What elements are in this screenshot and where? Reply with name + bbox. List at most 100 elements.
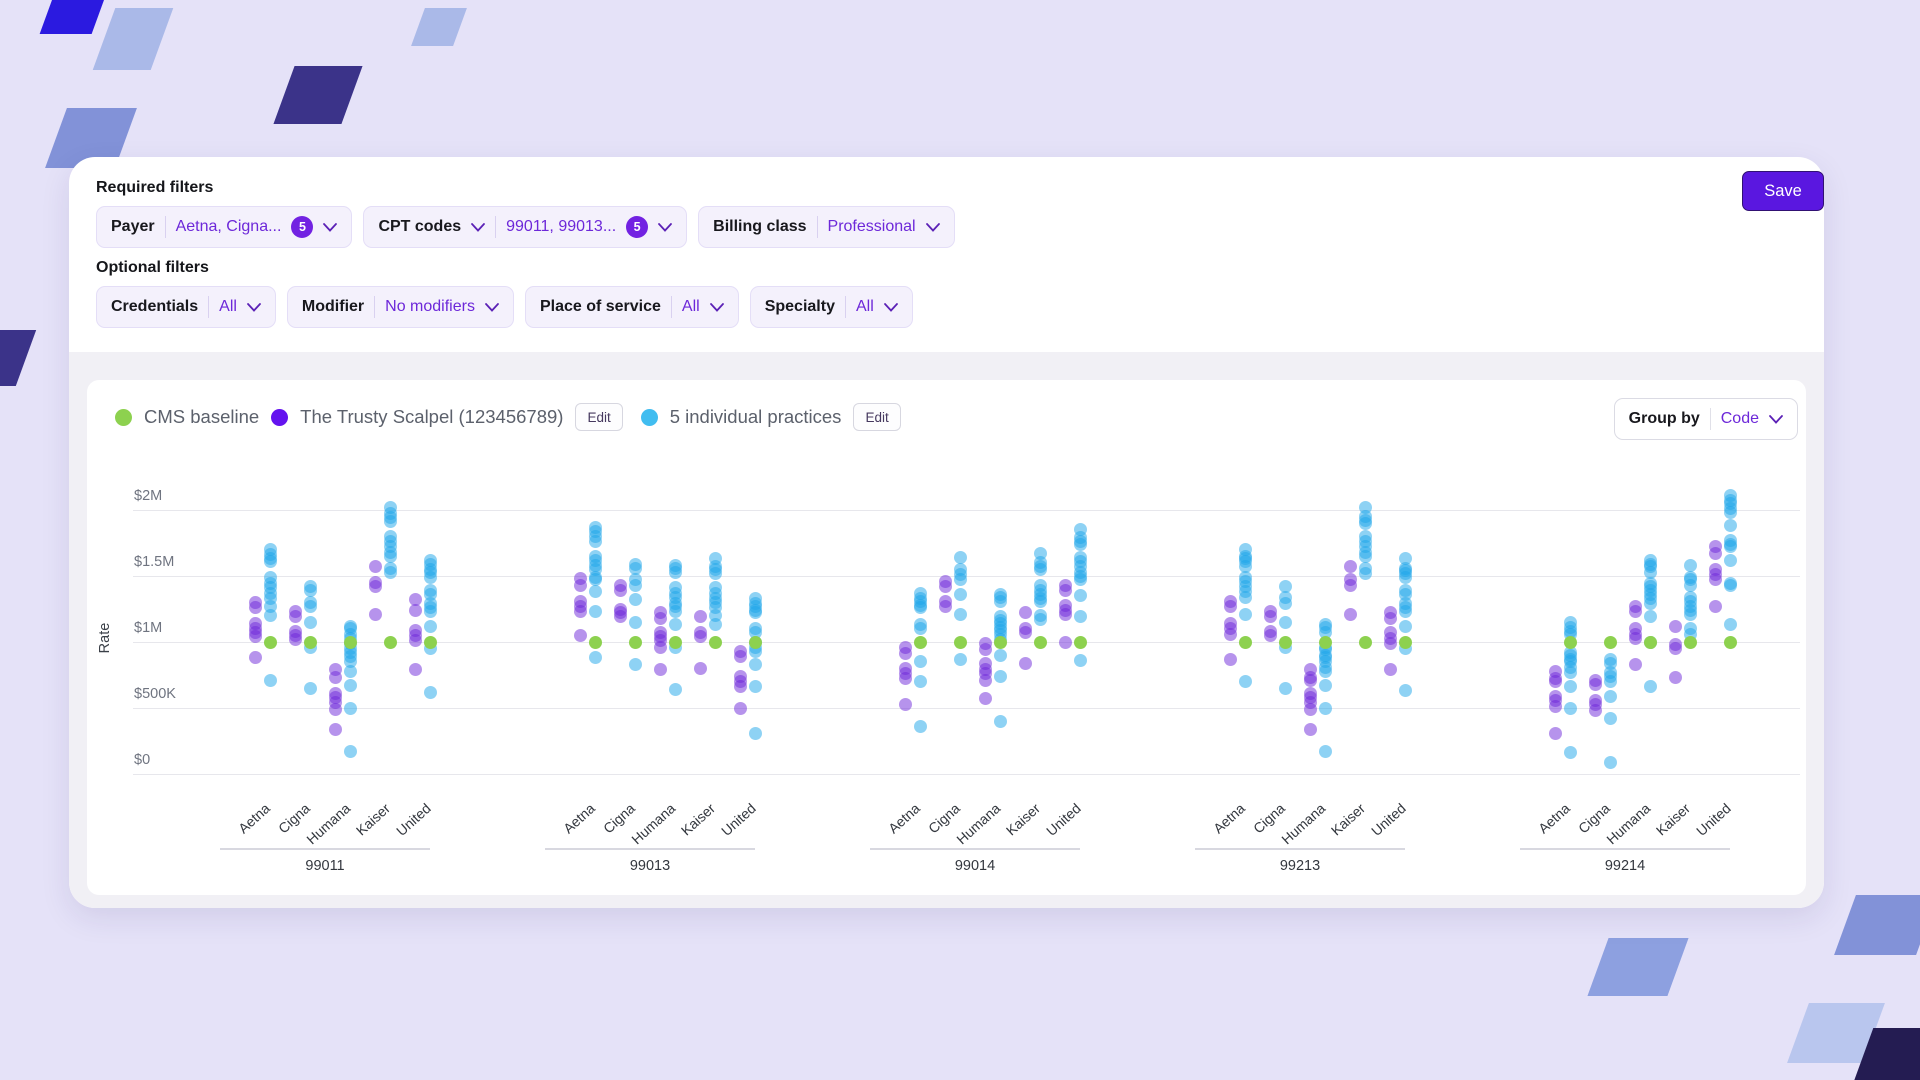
org-dot bbox=[1263, 628, 1277, 642]
org-dot bbox=[978, 692, 992, 706]
place-of-service-filter[interactable]: Place of service All bbox=[524, 286, 739, 328]
practice-dot bbox=[383, 515, 397, 529]
practice-dot bbox=[953, 652, 967, 666]
practice-dot bbox=[748, 680, 762, 694]
payer-tick-label: Kaiser bbox=[353, 800, 394, 839]
org-dot bbox=[613, 610, 627, 624]
modifier-filter[interactable]: Modifier No modifiers bbox=[286, 286, 514, 328]
y-tick-label: $2M bbox=[134, 488, 163, 504]
practice-dot bbox=[628, 593, 642, 607]
practice-dot bbox=[668, 565, 682, 579]
practice-dot bbox=[993, 648, 1007, 662]
org-dot bbox=[1383, 611, 1397, 625]
chevron-down-icon bbox=[883, 302, 898, 312]
payer-tick-label: Kaiser bbox=[1328, 800, 1369, 839]
chevron-down-icon bbox=[247, 302, 261, 312]
group-code-label: 99011 bbox=[305, 858, 345, 874]
payer-tick-label: United bbox=[1042, 800, 1084, 840]
org-dot bbox=[1383, 636, 1397, 650]
org-dot bbox=[288, 610, 302, 624]
org-dot bbox=[368, 560, 382, 574]
gridline bbox=[133, 774, 1800, 775]
practice-dot bbox=[1073, 653, 1087, 667]
practice-dot bbox=[423, 605, 437, 619]
practice-dot bbox=[1563, 746, 1577, 760]
org-dot bbox=[288, 632, 302, 646]
required-filters-row: Payer Aetna, Cigna... 5 CPT codes 99011,… bbox=[96, 206, 955, 248]
group-by-selector[interactable]: Group by Code bbox=[1613, 398, 1798, 440]
practice-dot bbox=[1398, 605, 1412, 619]
edit-org-button[interactable]: Edit bbox=[575, 403, 623, 431]
payer-tick-label: Aetna bbox=[560, 800, 599, 837]
divider bbox=[495, 216, 497, 238]
deco-parallelogram bbox=[411, 8, 467, 46]
main-panel: Required filters Payer Aetna, Cigna... 5… bbox=[69, 157, 1824, 908]
baseline-dot bbox=[748, 635, 762, 649]
edit-practices-button[interactable]: Edit bbox=[853, 403, 901, 431]
practice-dot bbox=[423, 619, 437, 633]
org-dot bbox=[1708, 573, 1722, 587]
practice-dot bbox=[1073, 573, 1087, 587]
practice-dot bbox=[1278, 681, 1292, 695]
practice-dot bbox=[1683, 578, 1697, 592]
practice-dot bbox=[953, 587, 967, 601]
baseline-dot bbox=[1358, 635, 1372, 649]
baseline-dot bbox=[588, 635, 602, 649]
practice-dot bbox=[708, 618, 722, 632]
practice-dot bbox=[383, 565, 397, 579]
group-axis-line bbox=[870, 848, 1080, 850]
payer-filter-value: Aetna, Cigna... bbox=[175, 218, 282, 235]
baseline-dot bbox=[1723, 635, 1737, 649]
org-dot bbox=[898, 647, 912, 661]
billing-class-filter[interactable]: Billing class Professional bbox=[698, 206, 955, 248]
baseline-dot bbox=[423, 635, 437, 649]
scatter-plot: Rate $2M $1.5M $1M $500K $0 Aetna Cigna Humana K… bbox=[87, 380, 1806, 895]
practice-dot bbox=[708, 566, 722, 580]
org-dot bbox=[1018, 656, 1032, 670]
practice-dot bbox=[1643, 680, 1657, 694]
practice-dot bbox=[1643, 565, 1657, 579]
divider bbox=[164, 216, 166, 238]
practice-dot bbox=[748, 606, 762, 620]
org-dot bbox=[1058, 635, 1072, 649]
practice-dot bbox=[1398, 570, 1412, 584]
group-code-label: 99213 bbox=[1279, 858, 1321, 874]
group-axis-line bbox=[220, 848, 430, 850]
optional-filters-label: Optional filters bbox=[96, 259, 209, 276]
divider bbox=[374, 296, 376, 318]
save-button[interactable]: Save bbox=[1742, 171, 1824, 211]
deco-parallelogram bbox=[0, 330, 37, 386]
deco-parallelogram bbox=[92, 8, 174, 70]
practice-dot bbox=[1238, 590, 1252, 604]
practice-dot bbox=[343, 679, 357, 693]
practice-dot bbox=[1398, 684, 1412, 698]
org-dot bbox=[1303, 702, 1317, 716]
practice-dot bbox=[1643, 610, 1657, 624]
payer-tick-label: Aetna bbox=[885, 800, 924, 837]
baseline-dot bbox=[993, 635, 1007, 649]
baseline-legend-label: CMS baseline bbox=[144, 406, 260, 427]
org-dot bbox=[573, 578, 587, 592]
org-dot bbox=[408, 593, 422, 607]
credentials-filter[interactable]: Credentials All bbox=[96, 286, 276, 328]
y-tick-label: $500K bbox=[134, 686, 176, 702]
practice-dot bbox=[1318, 745, 1332, 759]
baseline-dot bbox=[1603, 635, 1617, 649]
group-code-label: 99014 bbox=[954, 858, 996, 874]
specialty-filter[interactable]: Specialty All bbox=[749, 286, 913, 328]
cpt-codes-filter[interactable]: CPT codes 99011, 99013... 5 bbox=[363, 206, 688, 248]
org-dot bbox=[1588, 704, 1602, 718]
divider bbox=[816, 216, 818, 238]
org-dot bbox=[368, 580, 382, 594]
group-axis-line bbox=[1195, 848, 1405, 850]
org-dot bbox=[898, 697, 912, 711]
payer-tick-label: Kaiser bbox=[678, 800, 719, 839]
practice-dot bbox=[1723, 540, 1737, 554]
practice-dot bbox=[913, 675, 927, 689]
practice-dot bbox=[1603, 712, 1617, 726]
practice-dot bbox=[668, 683, 682, 697]
org-dot bbox=[693, 630, 707, 644]
org-dot bbox=[408, 663, 422, 677]
org-dot bbox=[978, 673, 992, 687]
payer-filter[interactable]: Payer Aetna, Cigna... 5 bbox=[96, 206, 353, 248]
